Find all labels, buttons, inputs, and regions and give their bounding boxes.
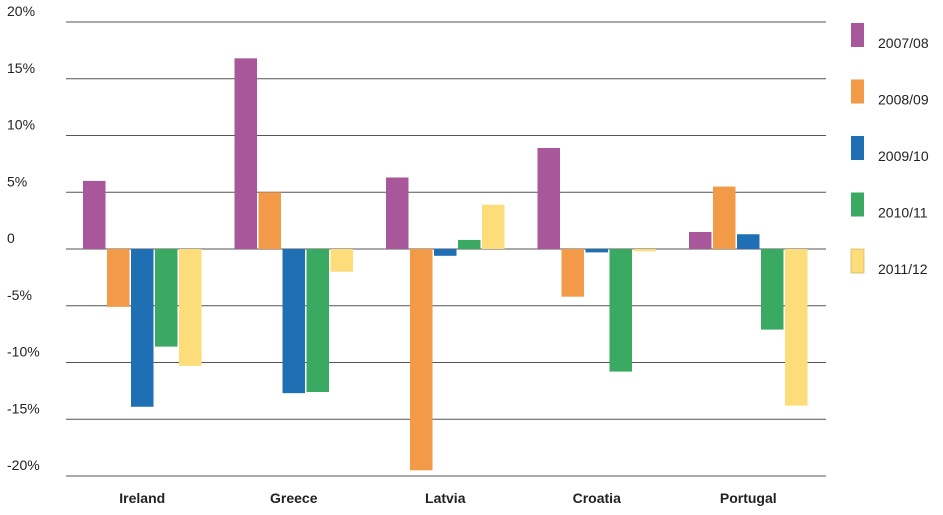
bar [410, 249, 433, 471]
bar [179, 249, 202, 366]
y-tick-label: 15% [7, 60, 35, 76]
category-label: Croatia [573, 490, 621, 506]
bar [609, 249, 632, 372]
legend-label: 2010/11 [878, 205, 928, 221]
bar [306, 249, 329, 393]
legend: 2007/08 2008/09 2009/10 2010/11 2011/12 [850, 23, 929, 277]
bar [689, 231, 712, 249]
bar [633, 249, 656, 252]
y-tick-label: -15% [7, 400, 40, 416]
legend-swatch [851, 23, 864, 47]
bars [83, 58, 808, 471]
y-axis-ticks: 20% 15% 10% 5% 0 -5% -10% -15% -20% [7, 3, 40, 473]
y-tick-label: -20% [7, 457, 40, 473]
bar [258, 192, 281, 249]
category-label: Latvia [425, 490, 466, 506]
y-tick-label: 20% [7, 3, 35, 19]
bar [713, 186, 736, 249]
category-label: Ireland [119, 490, 165, 506]
bar [561, 249, 584, 297]
y-tick-label: -5% [7, 287, 32, 303]
legend-label: 2008/09 [878, 92, 929, 108]
legend-swatch [851, 136, 864, 160]
category-label: Portugal [720, 490, 777, 506]
category-label: Greece [270, 490, 318, 506]
bar [155, 249, 178, 347]
bar [785, 249, 808, 406]
bar [537, 147, 560, 249]
legend-swatch [851, 79, 864, 104]
legend-swatch [851, 192, 864, 217]
bar [737, 234, 760, 249]
legend-label: 2009/10 [878, 148, 929, 164]
legend-swatch [850, 248, 865, 274]
bar [482, 204, 505, 249]
bar [434, 249, 457, 256]
bar [107, 249, 130, 307]
category-labels: Ireland Greece Latvia Croatia Portugal [119, 490, 776, 506]
bar [234, 58, 257, 249]
y-tick-label: -10% [7, 344, 40, 360]
bar [282, 249, 305, 394]
y-tick-label: 0 [7, 230, 15, 246]
bar [330, 249, 353, 272]
bar [83, 180, 106, 249]
bar [458, 239, 481, 249]
bar [386, 177, 409, 249]
bar [761, 249, 784, 330]
bar [585, 249, 608, 253]
y-tick-label: 10% [7, 117, 35, 133]
bar [131, 249, 154, 407]
legend-label: 2011/12 [878, 261, 928, 277]
y-tick-label: 5% [7, 173, 27, 189]
legend-label: 2007/08 [878, 35, 929, 51]
